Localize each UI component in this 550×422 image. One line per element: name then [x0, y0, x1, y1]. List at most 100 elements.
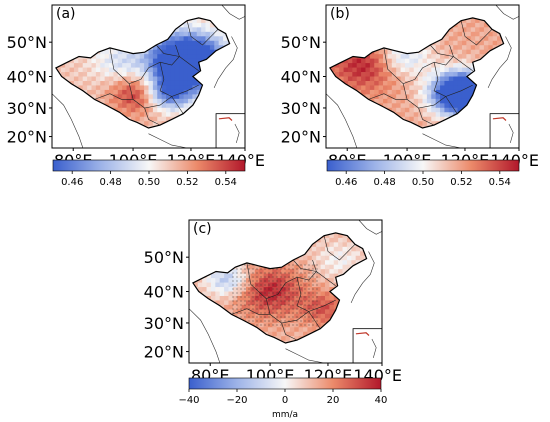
heat-cell: [444, 31, 450, 37]
heat-cell: [179, 80, 184, 86]
heat-cell: [135, 116, 141, 122]
heat-cell: [139, 72, 145, 77]
province-boundary: [155, 44, 180, 57]
heat-cell: [69, 63, 75, 68]
heat-cell: [73, 72, 79, 77]
heat-cell: [109, 49, 114, 55]
heat-cell: [400, 89, 406, 95]
heat-cell: [95, 85, 101, 91]
heat-cell: [383, 89, 388, 95]
heat-cell: [289, 336, 295, 342]
heat-cell: [192, 27, 198, 33]
heat-cell: [387, 49, 393, 55]
heat-cell: [187, 22, 193, 28]
heat-cell: [453, 85, 458, 91]
heat-cell: [400, 72, 406, 77]
heat-cell: [457, 49, 463, 55]
heat-cell: [444, 107, 450, 113]
heat-cell: [387, 103, 393, 109]
heat-cell: [117, 76, 123, 82]
heat-cell: [183, 94, 189, 100]
province-boundary: [414, 44, 454, 80]
heat-cell: [139, 85, 145, 91]
heat-cell: [444, 94, 450, 100]
heat-cell: [78, 58, 84, 64]
heat-cell: [365, 85, 371, 91]
heat-cell: [122, 54, 127, 60]
heat-cell: [320, 242, 326, 248]
heat-cell: [166, 80, 171, 86]
heat-cell: [170, 107, 176, 113]
heat-cell: [87, 85, 92, 91]
heat-cell: [448, 63, 454, 68]
province-boundary: [368, 93, 408, 100]
heat-cell: [95, 58, 101, 64]
heat-cell: [361, 67, 366, 73]
heat-cell: [369, 67, 375, 73]
heat-cell: [461, 98, 467, 104]
heat-cell: [396, 54, 401, 60]
heat-cell: [426, 63, 432, 68]
heat-cell: [383, 103, 388, 109]
heat-cell: [448, 58, 454, 64]
heat-cell: [338, 246, 343, 252]
heat-cell: [391, 80, 397, 86]
heat-cell: [339, 63, 344, 68]
colorbar-tick-label: 0.50: [138, 177, 160, 188]
heat-cell: [135, 63, 141, 68]
heat-cell: [466, 45, 472, 51]
heat-cell: [457, 107, 463, 113]
heat-cell: [228, 300, 234, 306]
heat-cell: [174, 76, 180, 82]
heat-cell: [470, 31, 476, 37]
heat-cell: [73, 76, 79, 82]
heat-cell: [422, 63, 428, 68]
heat-cell: [391, 76, 397, 82]
heat-cell: [87, 67, 92, 73]
heat-cell: [157, 58, 163, 64]
heat-cell: [351, 242, 357, 248]
heat-cell: [483, 27, 489, 33]
heat-cell: [457, 54, 463, 60]
heat-cell: [210, 291, 216, 297]
heat-cell: [139, 98, 145, 104]
heat-cell: [352, 63, 358, 68]
heat-cell: [346, 264, 352, 270]
heat-cell: [179, 40, 184, 46]
inset-coast: [355, 332, 370, 336]
heat-cell: [374, 58, 380, 64]
heat-cell: [466, 40, 472, 46]
heat-cell: [435, 40, 441, 46]
heat-cell: [338, 251, 343, 257]
heat-cell: [192, 49, 198, 55]
heat-cell: [418, 58, 423, 64]
heat-cell: [209, 31, 215, 37]
heat-cell: [294, 327, 300, 333]
heat-cell: [440, 98, 445, 104]
heat-cell: [391, 94, 397, 100]
heat-cell: [409, 94, 415, 100]
heat-cell: [466, 85, 472, 91]
heat-cell: [440, 116, 445, 122]
heat-cell: [117, 67, 123, 73]
heat-cell: [281, 336, 286, 342]
heat-cell: [324, 300, 330, 306]
heat-cell: [369, 54, 375, 60]
heat-cell: [183, 45, 189, 51]
heat-cell: [117, 103, 123, 109]
colorbar-tick-label: 20: [327, 395, 340, 406]
heat-cell: [378, 76, 384, 82]
heat-cell: [365, 80, 371, 86]
heat-cell: [466, 18, 472, 24]
heat-cell: [457, 89, 463, 95]
heat-cell: [413, 58, 419, 64]
heat-cell: [139, 89, 145, 95]
heat-cell: [431, 85, 437, 91]
heat-cell: [126, 112, 132, 118]
province-boundary: [246, 262, 278, 299]
heat-cell: [374, 54, 380, 60]
heat-cell: [413, 89, 419, 95]
heat-cell: [492, 36, 498, 42]
heat-cell: [100, 89, 106, 95]
heat-cell: [470, 54, 476, 60]
